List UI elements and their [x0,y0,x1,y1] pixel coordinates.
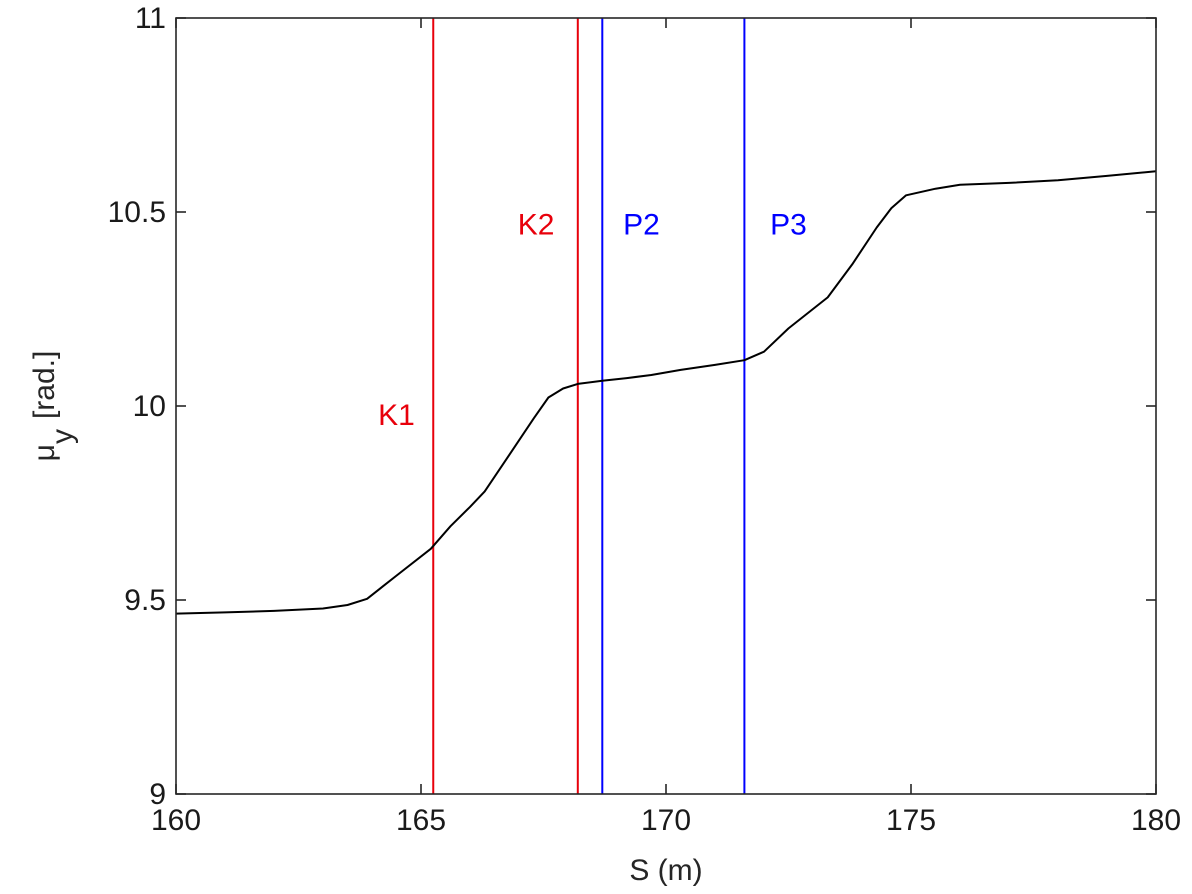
marker-label-p3: P3 [770,209,807,242]
axis-ticks: 160 165 170 175 180 9 9.5 10 10.5 11 [108,2,1181,837]
data-series [175,170,1157,615]
x-axis-title: S (m) [629,854,702,887]
y-axis-subscript: y [46,429,79,444]
y-tick-label: 11 [135,2,166,35]
y-tick-label: 9.5 [124,584,166,617]
x-tick-label: 160 [151,804,201,837]
y-axis-symbol: μ [28,444,61,461]
x-tick-label: 165 [396,804,446,837]
x-tick-label: 170 [641,804,691,837]
plot-background [176,18,1156,794]
y-tick-label: 10.5 [108,196,166,229]
marker-label-p2: P2 [623,209,660,242]
y-axis-title: μy [rad.] [28,351,79,462]
marker-labels: K1 K2 P2 P3 [378,209,807,432]
marker-label-k1: K1 [378,399,415,432]
y-tick-label: 9 [149,778,166,811]
y-tick-label: 10 [133,390,166,423]
x-tick-label: 175 [886,804,936,837]
x-tick-label: 180 [1131,804,1181,837]
marker-label-k2: K2 [518,209,555,242]
series-line-0 [175,170,1157,615]
marker-lines [432,18,746,794]
y-axis-unit: [rad.] [28,351,61,419]
